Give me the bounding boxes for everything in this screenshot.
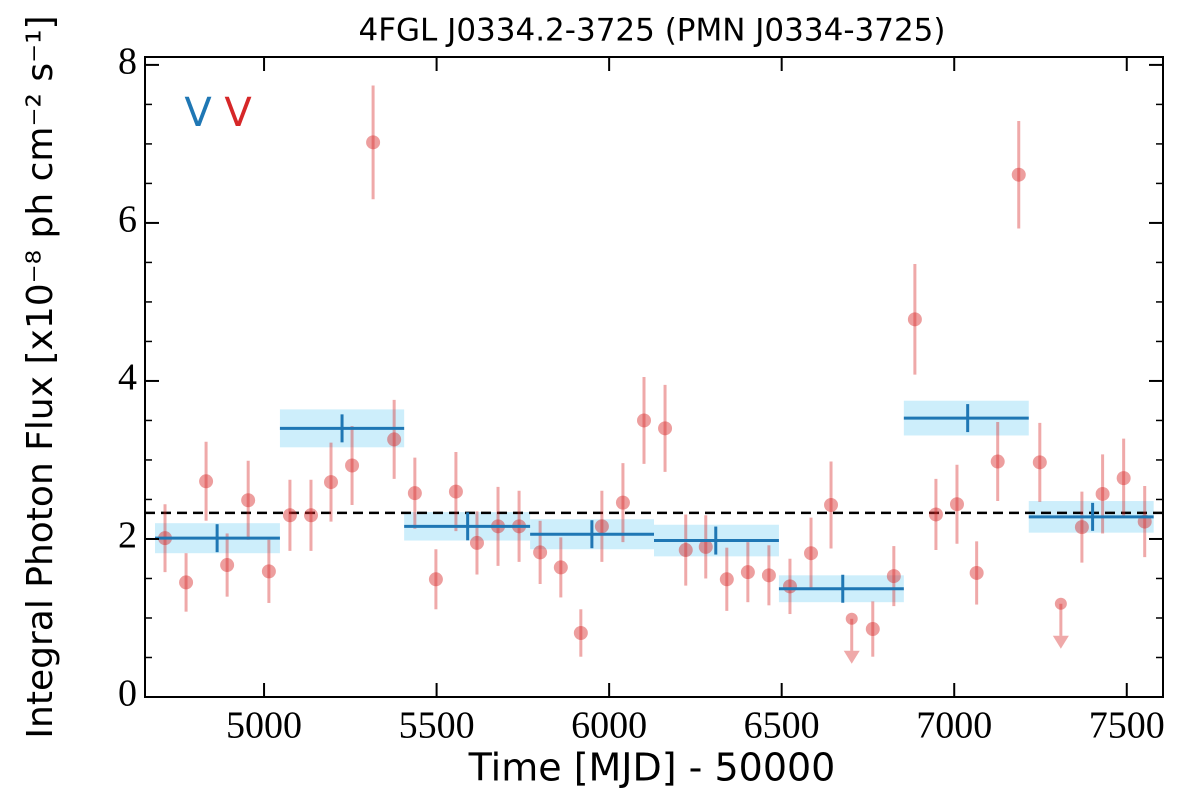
data-point: [824, 498, 839, 512]
upper-limit-point: [845, 612, 858, 625]
x-tick-label: 6500: [744, 705, 820, 747]
data-point: [949, 497, 964, 512]
data-point: [345, 458, 360, 473]
data-point: [1032, 455, 1047, 470]
data-point: [740, 565, 755, 580]
data-point: [241, 493, 256, 508]
data-point: [658, 421, 673, 436]
data-point: [553, 560, 568, 575]
data-point: [303, 508, 318, 523]
x-axis-label: Time [MJD] - 50000: [468, 746, 836, 790]
data-point: [1074, 520, 1089, 535]
data-point: [990, 454, 1005, 469]
data-point: [220, 558, 235, 573]
data-point: [199, 474, 214, 489]
data-point: [261, 564, 276, 579]
data-point: [573, 626, 588, 640]
data-point: [865, 622, 880, 637]
data-point: [594, 519, 609, 534]
y-axis-label: Integral Photon Flux [x10⁻⁸ ph cm⁻² s⁻¹]: [20, 15, 61, 738]
data-point: [698, 539, 713, 554]
annotation: V: [184, 90, 212, 136]
data-point: [886, 569, 901, 584]
data-point: [761, 568, 776, 583]
data-point: [782, 579, 797, 594]
data-point: [179, 575, 194, 590]
data-point: [969, 565, 984, 580]
data-point: [387, 432, 402, 447]
plot-frame: [144, 56, 1164, 698]
data-point: [428, 572, 443, 587]
x-tick-label: 5000: [226, 705, 302, 747]
data-point: [469, 535, 484, 550]
x-tick-label: 5500: [399, 705, 475, 747]
data-point: [719, 572, 734, 587]
data-point: [1095, 486, 1110, 501]
data-point: [407, 486, 422, 501]
data-point: [282, 508, 297, 523]
upper-limit-point: [1054, 597, 1067, 610]
data-point: [928, 507, 943, 522]
x-tick-label: 7000: [916, 705, 992, 747]
data-point: [324, 475, 339, 490]
x-tick-label: 6000: [571, 705, 647, 747]
y-tick-label: 0: [118, 673, 137, 715]
y-tick-label: 6: [118, 199, 137, 241]
data-point: [615, 495, 630, 510]
upper-limit-arrow: [1052, 635, 1069, 649]
upper-limit-arrow: [843, 650, 860, 664]
data-point: [366, 135, 381, 150]
data-point: [448, 484, 463, 499]
data-point: [1011, 167, 1026, 182]
x-tick-label: 7500: [1089, 705, 1165, 747]
data-point: [636, 413, 651, 428]
data-point: [1116, 471, 1131, 486]
y-tick-label: 4: [118, 357, 137, 399]
data-point: [678, 543, 693, 558]
data-point: [804, 546, 819, 561]
y-tick-label: 8: [118, 41, 137, 83]
data-point: [533, 545, 548, 560]
chart-title: 4FGL J0334.2-3725 (PMN J0334-3725): [358, 13, 945, 49]
y-tick-label: 2: [118, 515, 137, 557]
annotation: V: [224, 90, 252, 136]
data-point: [907, 312, 922, 327]
